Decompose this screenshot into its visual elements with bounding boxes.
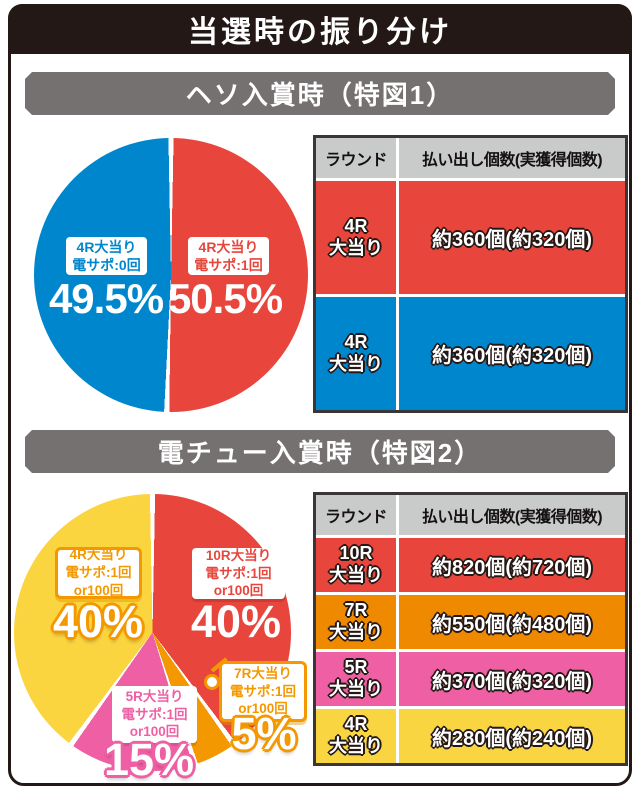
- section-header-tokuzu2: 電チュー入賞時（特図2）: [25, 430, 615, 473]
- page-title: 当選時の振り分け: [188, 16, 452, 49]
- round-cell: 4R 大当り: [316, 181, 396, 294]
- slice-label-10r: 10R大当り 電サポ:1回 or100回: [192, 548, 285, 599]
- payout-cell: 約360個(約320個): [399, 181, 625, 294]
- payout-table-tokuzu2: ラウンド 払い出し個数(実獲得個数) 10R 大当り 約820個(約720個) 7R 大…: [313, 492, 628, 766]
- payout-table-tokuzu1: ラウンド 払い出し個数(実獲得個数) 4R 大当り 約360個(約320個) 4R 大当…: [313, 135, 628, 413]
- slice-pct-10r: 40%: [190, 596, 282, 647]
- round-cell: 4R 大当り: [316, 709, 396, 763]
- slice-label-4r: 4R大当り 電サポ:1回 or100回: [55, 547, 142, 599]
- section-header-tokuzu1: ヘソ入賞時（特図1）: [25, 72, 615, 115]
- slice-pct-5r: 15%: [103, 734, 195, 785]
- round-cell: 10R 大当り: [316, 538, 396, 592]
- pie-chart-tokuzu1: [34, 138, 308, 412]
- table-header-payout: 払い出し個数(実獲得個数): [399, 495, 625, 535]
- slice-label-4r-denpo1: 4R大当り 電サポ:1回: [188, 237, 269, 275]
- round-cell: 5R 大当り: [316, 652, 396, 706]
- round-cell: 7R 大当り: [316, 595, 396, 649]
- slice-label-5r: 5R大当り 電サポ:1回 or100回: [112, 686, 197, 743]
- payout-cell: 約280個(約240個): [399, 709, 625, 763]
- table-header-round: ラウンド: [316, 138, 396, 178]
- payout-cell: 約820個(約720個): [399, 538, 625, 592]
- section-header-tokuzu1-label: ヘソ入賞時（特図1）: [185, 80, 455, 110]
- round-cell: 4R 大当り: [316, 297, 396, 410]
- payout-cell: 約370個(約320個): [399, 652, 625, 706]
- slice-pct-4r: 40%: [52, 596, 144, 647]
- callout-dot-7r: [204, 674, 220, 690]
- slice-pct-4r-denpo1: 50.5%: [167, 275, 283, 322]
- payout-cell: 約360個(約320個): [399, 297, 625, 410]
- slice-pct-4r-denpo0: 49.5%: [48, 275, 164, 322]
- table-header-round: ラウンド: [316, 495, 396, 535]
- slice-pct-7r: 5%: [231, 708, 297, 759]
- page-title-bar: 当選時の振り分け: [8, 4, 632, 54]
- slice-label-4r-denpo0: 4R大当り 電サポ:0回: [66, 237, 147, 275]
- table-header-payout: 払い出し個数(実獲得個数): [399, 138, 625, 178]
- payout-cell: 約550個(約480個): [399, 595, 625, 649]
- section-header-tokuzu2-label: 電チュー入賞時（特図2）: [157, 438, 483, 468]
- slice-label-7r: 7R大当り 電サポ:1回 or100回: [219, 661, 307, 722]
